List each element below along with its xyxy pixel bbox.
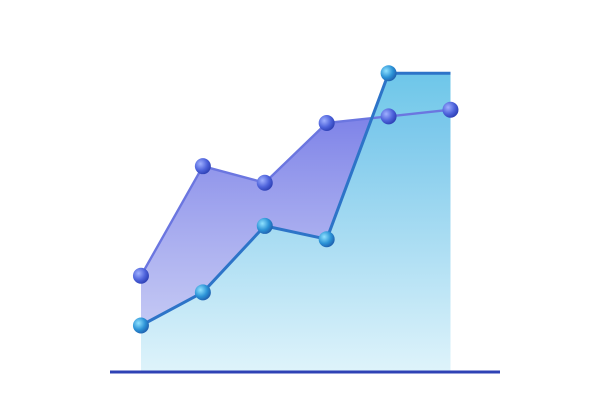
lower-series-point xyxy=(318,231,335,248)
lower-series-point xyxy=(194,284,211,301)
axis-layer xyxy=(108,35,500,374)
line-layer xyxy=(139,71,451,327)
upper-series-line xyxy=(139,108,451,277)
upper-series-point xyxy=(442,101,459,118)
lower-series-area xyxy=(141,73,451,372)
upper-series-point xyxy=(380,108,397,125)
upper-series-point xyxy=(132,267,149,284)
lower-series-point xyxy=(256,217,273,234)
lower-series-point xyxy=(380,65,397,82)
upper-series-point xyxy=(256,174,273,191)
lower-series-line xyxy=(140,71,451,327)
lower-series-point xyxy=(132,317,149,334)
marker-layer xyxy=(132,65,459,334)
upper-series-point xyxy=(318,115,335,131)
upper-series-point xyxy=(194,158,211,175)
area-layer xyxy=(141,73,451,372)
